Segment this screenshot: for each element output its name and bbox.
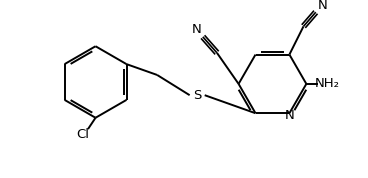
Text: NH₂: NH₂ [315, 77, 340, 90]
Text: Cl: Cl [76, 128, 89, 141]
Text: N: N [318, 0, 327, 12]
Text: N: N [191, 23, 201, 36]
Text: N: N [284, 109, 294, 122]
Text: S: S [193, 89, 201, 102]
